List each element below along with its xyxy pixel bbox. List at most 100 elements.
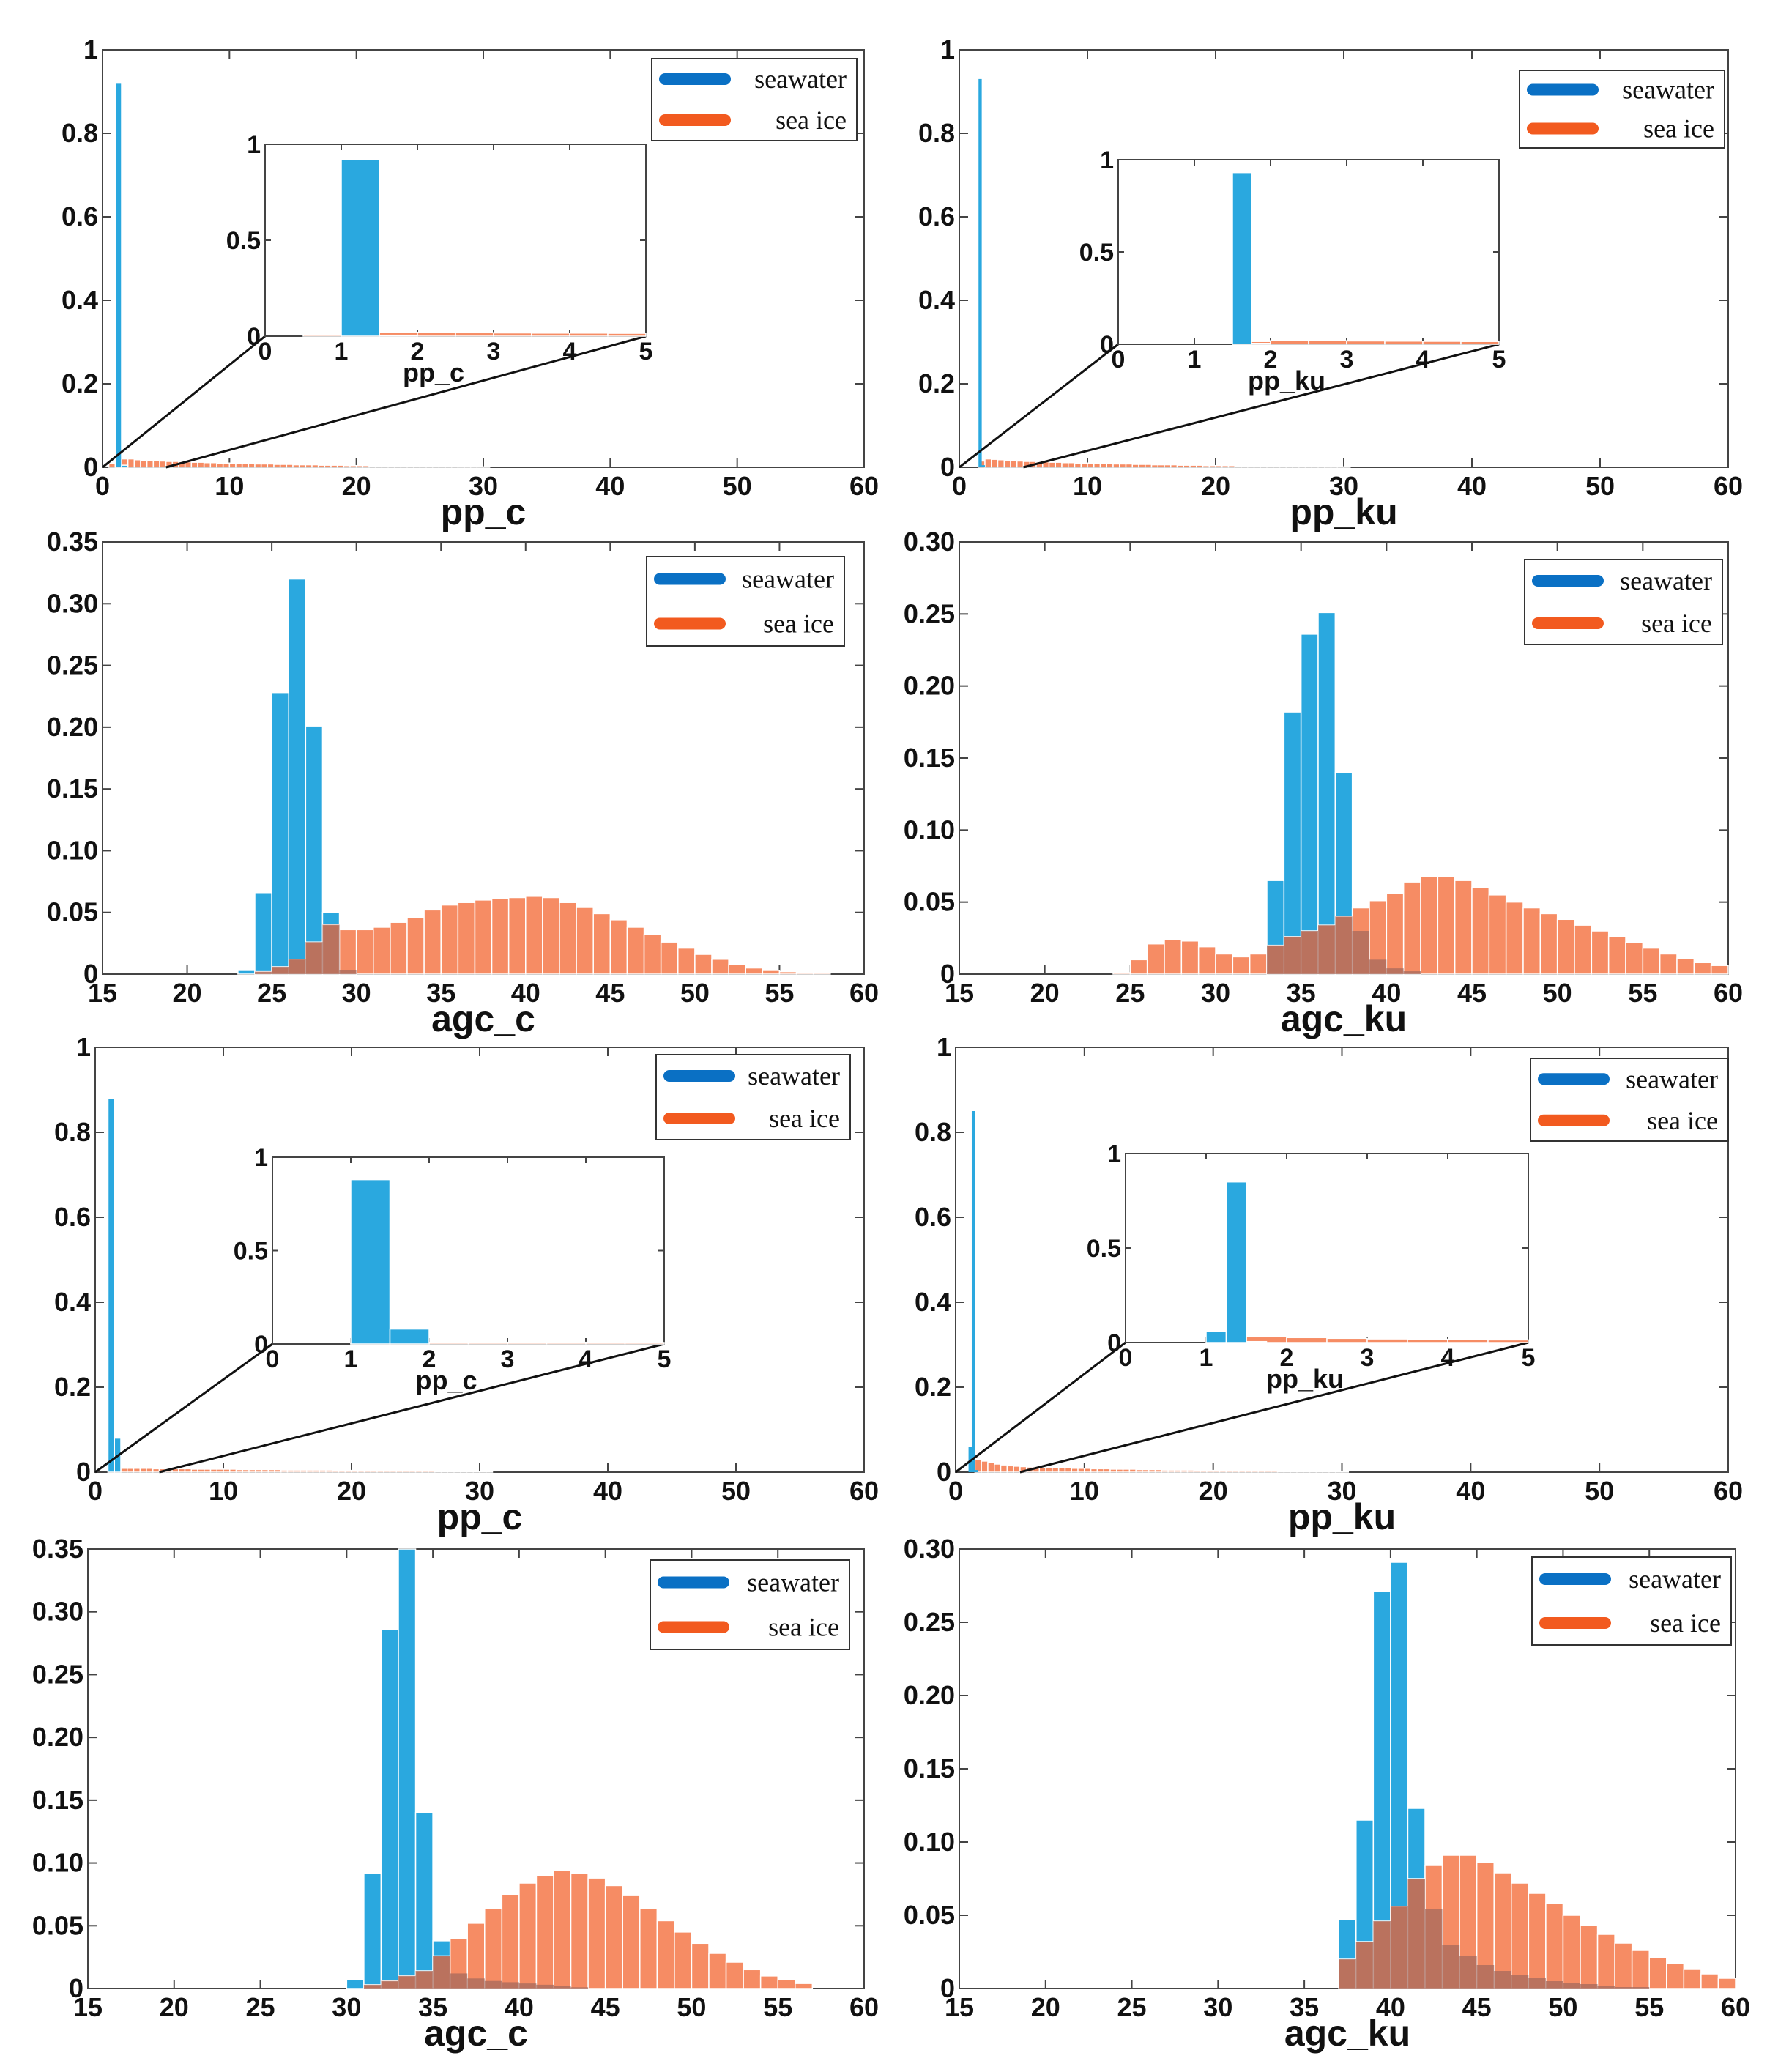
overlap-bar — [1301, 931, 1318, 974]
y-tick-label: 0 — [247, 323, 261, 351]
seaice-bar — [743, 1969, 762, 1989]
seaice-bar — [1676, 957, 1695, 975]
x-tick-label: 60 — [1714, 978, 1743, 1008]
x-tick-label: 40 — [1372, 978, 1401, 1008]
overlap-bar — [322, 924, 340, 974]
seaice-bar — [1693, 962, 1712, 975]
seaice-bar — [728, 963, 746, 975]
legend-seawater-label: seawater — [742, 565, 834, 594]
x-tick-label: 3 — [487, 338, 501, 365]
x-tick-label: 5 — [639, 338, 653, 365]
seaice-bar — [1454, 880, 1473, 975]
y-tick-label: 0.8 — [54, 1117, 91, 1147]
seaice-bar — [674, 1931, 693, 1989]
seaice-bar — [440, 904, 459, 975]
seaice-bar — [1186, 1469, 1195, 1473]
y-tick-label: 0 — [76, 1457, 91, 1487]
inset-x-axis-label: pp_c — [415, 1365, 477, 1395]
seaice-bar — [127, 1468, 135, 1473]
seaice-bar — [428, 1470, 436, 1473]
seaice-bar — [362, 464, 370, 468]
x-tick-label: 0 — [88, 1476, 103, 1506]
y-tick-label: 0.05 — [32, 1910, 83, 1940]
overlap-bar — [518, 1983, 537, 1989]
inset-panel: 0 1 2 3 4 5 0 0.5 1 pp_c — [226, 131, 653, 387]
y-tick-label: 0.5 — [226, 227, 261, 255]
x-tick-label: 25 — [1115, 978, 1145, 1008]
seaice-bar — [1164, 939, 1183, 975]
seaice-bar — [507, 896, 527, 975]
overlap-bar — [398, 1975, 416, 1989]
inset-seawater-bar — [1225, 1181, 1247, 1343]
seaice-bar — [1260, 465, 1268, 468]
seaice-bar — [274, 1468, 282, 1473]
overlap-bar — [1597, 1986, 1615, 1989]
x-tick-label: 4 — [1416, 346, 1430, 374]
overlap-bar — [502, 1982, 519, 1989]
seaice-bar — [343, 464, 351, 468]
overlap-bar — [536, 1984, 554, 1989]
seaice-bar — [133, 458, 141, 468]
seaice-bar — [1334, 1471, 1343, 1473]
seaice-bar — [140, 459, 148, 468]
seaice-bar — [184, 1468, 192, 1473]
seaice-bar — [178, 1468, 186, 1473]
seaice-bar — [1511, 1882, 1530, 1989]
seaice-bar — [324, 464, 332, 468]
x-tick-label: 1 — [335, 338, 349, 365]
seaice-bar — [1142, 1468, 1150, 1473]
legend-box — [1531, 1556, 1732, 1646]
x-tick-label: 20 — [337, 1476, 366, 1506]
x-tick-label: 10 — [209, 1476, 238, 1506]
panel-c: 15 20 25 30 35 40 45 50 55 60 0 0.05 0.10 0.15 0.20 0.2… — [47, 527, 879, 1039]
seaice-bar — [1309, 1471, 1317, 1473]
y-tick-label: 0.4 — [54, 1287, 91, 1317]
seaice-bar — [1607, 936, 1626, 975]
seaice-bar — [987, 1462, 995, 1473]
x-axis-label: agc_ku — [1281, 998, 1407, 1039]
y-tick-label: 0.20 — [904, 1680, 955, 1710]
seaice-bar — [1717, 1978, 1736, 1989]
overlap-bar — [1425, 1909, 1443, 1989]
seaice-bar — [604, 1885, 623, 1989]
inset-seaice-bar — [624, 1342, 665, 1345]
y-tick-label: 0.5 — [1087, 1235, 1121, 1263]
seaice-bar — [587, 1877, 606, 1989]
inset-seaice-bar — [1422, 341, 1462, 345]
seaice-bar — [1683, 1969, 1702, 1989]
seawater-bar — [288, 578, 307, 975]
inset-seaice-bar — [455, 332, 494, 337]
seaice-bar — [1625, 941, 1644, 975]
seaice-bar — [1064, 1467, 1073, 1473]
y-tick-label: 0.15 — [47, 773, 98, 803]
x-tick-label: 30 — [1327, 1476, 1356, 1506]
inset-seaice-bar — [569, 333, 609, 337]
y-tick-label: 1 — [937, 1032, 951, 1062]
inset-seaice-bar — [1346, 340, 1386, 345]
inset-seawater-bar — [389, 1328, 430, 1345]
seaice-bar — [725, 1961, 744, 1989]
seaice-bar — [190, 1468, 198, 1473]
x-tick-label: 20 — [342, 471, 371, 501]
seaice-bar — [325, 1469, 333, 1473]
seaice-bar — [1048, 461, 1056, 468]
seaice-bar — [1580, 1925, 1599, 1989]
seaice-bar — [305, 464, 313, 468]
seaice-bar — [479, 1471, 487, 1473]
seaice-bar — [1249, 953, 1268, 975]
overlap-bar — [289, 959, 306, 974]
seaice-bar — [1157, 464, 1165, 468]
y-tick-label: 0 — [940, 1973, 955, 2003]
x-tick-label: 60 — [1714, 1476, 1743, 1506]
y-tick-label: 0.8 — [915, 1117, 951, 1147]
legend-seawater-label: seawater — [1622, 75, 1714, 105]
seaice-bar — [1212, 1469, 1221, 1473]
x-tick-label: 60 — [1714, 471, 1743, 501]
seaice-bar — [1180, 940, 1200, 975]
seaice-bar — [254, 463, 262, 468]
seaice-bar — [235, 1468, 243, 1473]
zoom-line — [1019, 1341, 1529, 1474]
seaice-bar — [1221, 464, 1230, 468]
overlap-bar — [554, 1986, 571, 1989]
legend-seaice-label: sea ice — [1650, 1608, 1721, 1638]
